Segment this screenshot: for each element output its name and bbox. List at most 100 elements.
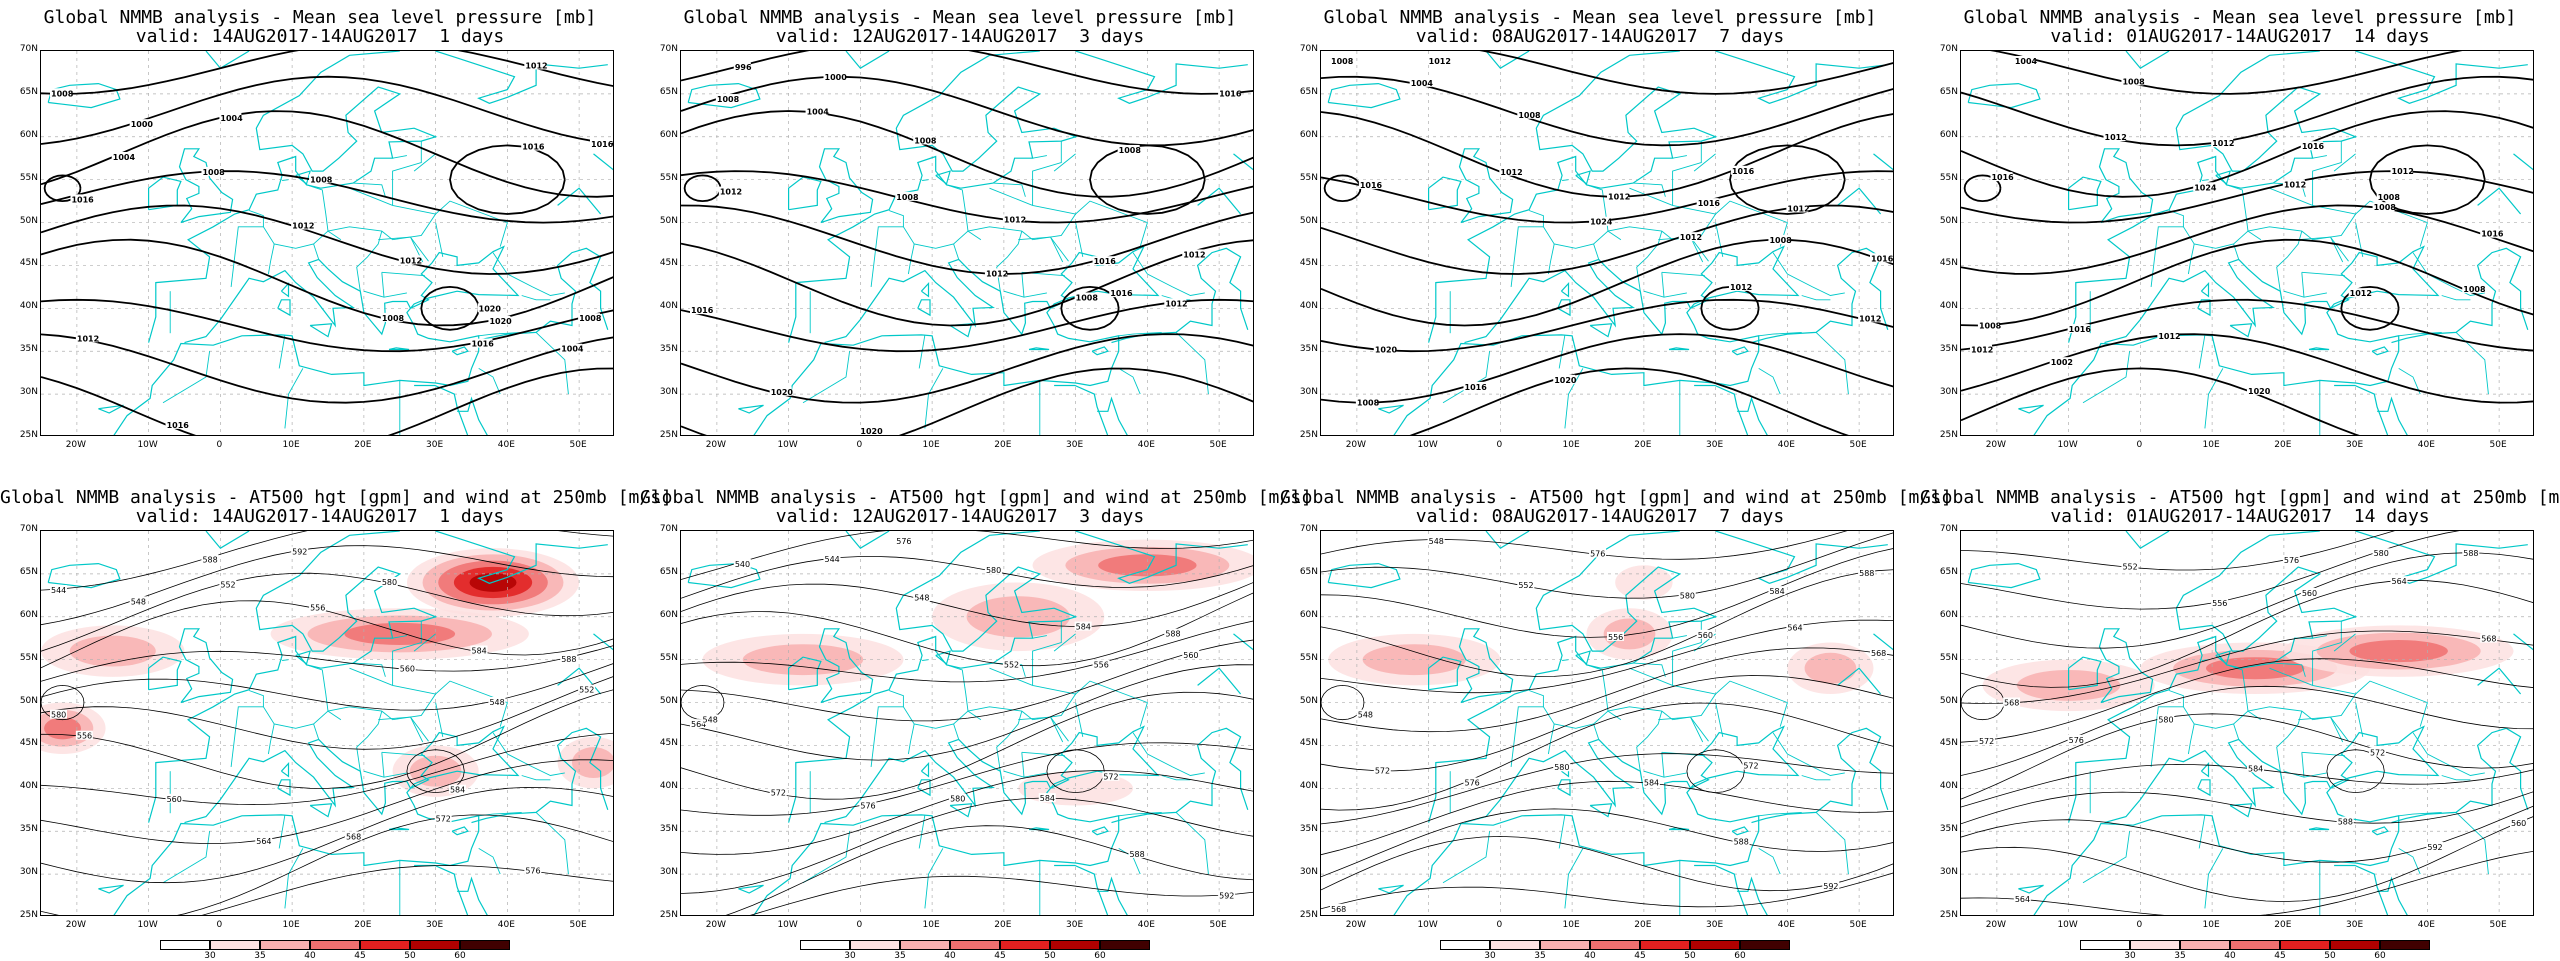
contour-label: 580 xyxy=(986,566,1001,575)
country-border xyxy=(1510,187,1717,287)
coastline xyxy=(414,864,469,915)
country-border xyxy=(353,662,386,677)
isobar xyxy=(1961,110,2533,198)
geopotential-contour xyxy=(1046,749,1105,794)
colorbar-swatch xyxy=(1440,940,1490,950)
contour-label: 1020 xyxy=(860,427,883,436)
contour-label: 1016 xyxy=(1732,167,1755,176)
map-canvas: 996 1000 1008 1012 1016 1012 1016 1020 1020 1012 1… xyxy=(681,51,1253,436)
panel-title: Global NMMB analysis - Mean sea level pr… xyxy=(683,7,1237,28)
panel-title: Global NMMB analysis - Mean sea level pr… xyxy=(43,7,597,28)
contour-label: 564 xyxy=(256,837,271,846)
latitude-label: 60N xyxy=(1299,129,1318,140)
contour-label: 1004 xyxy=(1411,79,1434,88)
panel-title: Global NMMB analysis - Mean sea level pr… xyxy=(1323,7,1877,28)
longitude-label: 20W xyxy=(65,440,87,450)
isobar xyxy=(1961,367,2360,435)
isobar xyxy=(1990,51,2463,95)
contour-label: 1020 xyxy=(2248,387,2271,396)
contour-label-bg xyxy=(398,663,416,673)
geopotential-contour xyxy=(681,742,1253,816)
longitude-label: 20W xyxy=(705,920,727,930)
country-border xyxy=(907,723,915,755)
country-border xyxy=(2283,770,2327,778)
coastline xyxy=(935,170,951,186)
country-border xyxy=(2247,230,2262,241)
geopotential-contour xyxy=(1961,816,2533,903)
country-border xyxy=(327,230,342,241)
coastline xyxy=(113,725,520,915)
coastline xyxy=(2334,384,2389,435)
country-border xyxy=(2301,752,2305,778)
geopotential-contour xyxy=(681,770,1253,855)
wind-speed-shading xyxy=(69,635,156,667)
contour-label: 592 xyxy=(2427,843,2442,852)
geopotential-contour xyxy=(1961,579,2533,688)
country-border xyxy=(535,332,569,395)
contour-label-bg xyxy=(2462,547,2480,557)
contour-label-bg xyxy=(201,166,224,176)
country-border xyxy=(1643,770,1687,778)
country-border xyxy=(282,179,289,181)
isobar xyxy=(681,298,1253,353)
geopotential-contour xyxy=(750,875,1253,915)
isobar xyxy=(41,298,613,353)
country-border xyxy=(1075,702,1084,737)
contour-label: 1012 xyxy=(720,188,742,197)
contour-label: 1016 xyxy=(2481,230,2504,239)
coastline xyxy=(2033,725,2440,915)
contour-label-bg xyxy=(1977,320,2000,330)
country-border xyxy=(1032,635,1047,639)
country-border xyxy=(435,702,444,737)
latitude-label: 50N xyxy=(1939,215,1958,226)
country-border xyxy=(2330,716,2349,742)
isobar xyxy=(41,110,613,198)
country-border xyxy=(1607,230,1622,241)
country-border xyxy=(2198,814,2206,849)
country-border xyxy=(1661,271,1705,277)
coastline xyxy=(414,384,469,435)
contour-label-bg xyxy=(255,835,273,845)
coastline xyxy=(295,170,311,186)
contour-label: 1012 xyxy=(1429,57,1451,66)
coastline xyxy=(1054,384,1109,435)
colorbar-tick-label: 50 xyxy=(404,951,416,961)
contour-label-bg xyxy=(1102,771,1120,781)
contour-label-bg xyxy=(2376,191,2399,201)
country-border xyxy=(356,710,383,772)
contour-label-bg xyxy=(1182,649,1200,659)
latitude-label: 65N xyxy=(19,86,38,97)
geopotential-contour xyxy=(681,592,1253,667)
map-area: 548 552 556 560 564 568 572 576 580 584 588 592 568 5… xyxy=(1320,530,1894,916)
coastline xyxy=(148,531,438,823)
coastline xyxy=(1091,826,1109,836)
coastline xyxy=(1668,347,1690,351)
contour-label-bg xyxy=(823,554,841,564)
contour-label: 584 xyxy=(472,646,487,655)
country-border xyxy=(478,848,501,875)
country-border xyxy=(2312,635,2327,639)
latitude-label: 45N xyxy=(19,258,38,269)
geopotential-contour xyxy=(681,582,1253,628)
country-border xyxy=(278,334,286,369)
wind-speed-shading xyxy=(344,622,456,645)
coastline xyxy=(277,779,291,797)
latitude-label: 25N xyxy=(1939,430,1958,440)
coastline xyxy=(920,761,930,778)
longitude-label: 50E xyxy=(1209,440,1227,450)
isobar xyxy=(41,367,613,435)
contour-label-bg xyxy=(477,303,500,313)
contour-label-bg xyxy=(578,313,601,323)
contour-label-bg xyxy=(2193,182,2216,192)
longitude-label: 50E xyxy=(2489,440,2507,450)
country-border xyxy=(230,667,437,767)
contour-label: 540 xyxy=(735,560,750,569)
country-border xyxy=(392,635,407,639)
contour-label: 560 xyxy=(1698,631,1713,640)
coastline xyxy=(738,404,764,414)
country-border xyxy=(802,351,851,404)
isobar xyxy=(1479,51,1893,95)
contour-label: 1008 xyxy=(1119,146,1142,155)
map-panel-z500-3: Global NMMB analysis - AT500 hgt [gpm] a… xyxy=(640,480,1312,960)
coastline xyxy=(2098,148,2154,224)
